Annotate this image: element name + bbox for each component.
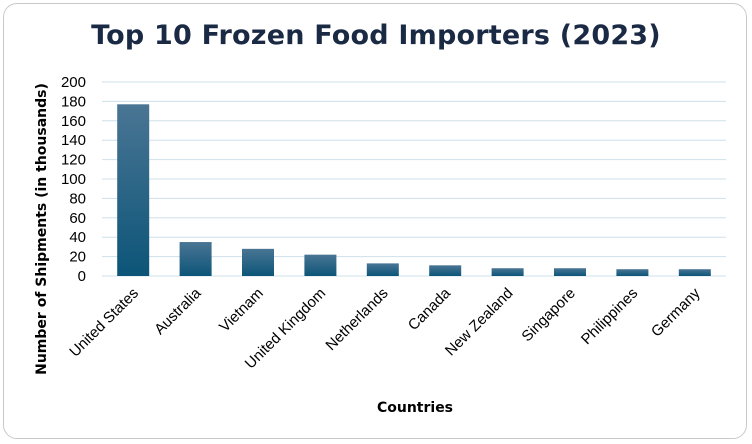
bar [242, 248, 274, 276]
bar [616, 269, 649, 276]
x-tick-label: United States [66, 285, 142, 361]
x-tick-label: Australia [151, 284, 205, 338]
bar [554, 268, 586, 276]
y-tick-label: 20 [69, 249, 86, 266]
bar [179, 242, 212, 276]
x-tick-label: Germany [648, 284, 704, 340]
bars [117, 104, 711, 276]
x-tick-label: Canada [405, 284, 455, 334]
x-axis-title: Countries [377, 400, 453, 416]
chart-title: Top 10 Frozen Food Importers (2023) [91, 20, 661, 51]
bar [491, 268, 524, 276]
x-tick-label: Netherlands [322, 285, 391, 354]
gridlines [102, 81, 726, 277]
x-tick-label: Vietnam [216, 285, 267, 336]
bar [678, 269, 711, 276]
y-axis-ticks: 0 20 40 60 80 100 120 140 160 180 200 [61, 74, 86, 285]
y-tick-label: 100 [61, 171, 86, 188]
y-tick-label: 120 [61, 152, 86, 169]
x-tick-label: Singapore [518, 285, 578, 345]
x-tick-label: Philippines [578, 285, 641, 348]
y-axis-title: Number of Shipments (in thousands) [34, 83, 50, 375]
bar [366, 263, 399, 276]
y-tick-label: 0 [78, 268, 86, 285]
bar [117, 104, 150, 276]
y-tick-label: 80 [69, 190, 86, 207]
y-tick-label: 140 [61, 132, 86, 149]
y-tick-label: 180 [61, 93, 86, 110]
y-tick-label: 200 [61, 74, 86, 91]
bar [304, 254, 337, 276]
bar [429, 265, 462, 276]
y-tick-label: 160 [61, 113, 86, 130]
y-tick-label: 60 [69, 210, 86, 227]
y-tick-label: 40 [69, 229, 86, 246]
